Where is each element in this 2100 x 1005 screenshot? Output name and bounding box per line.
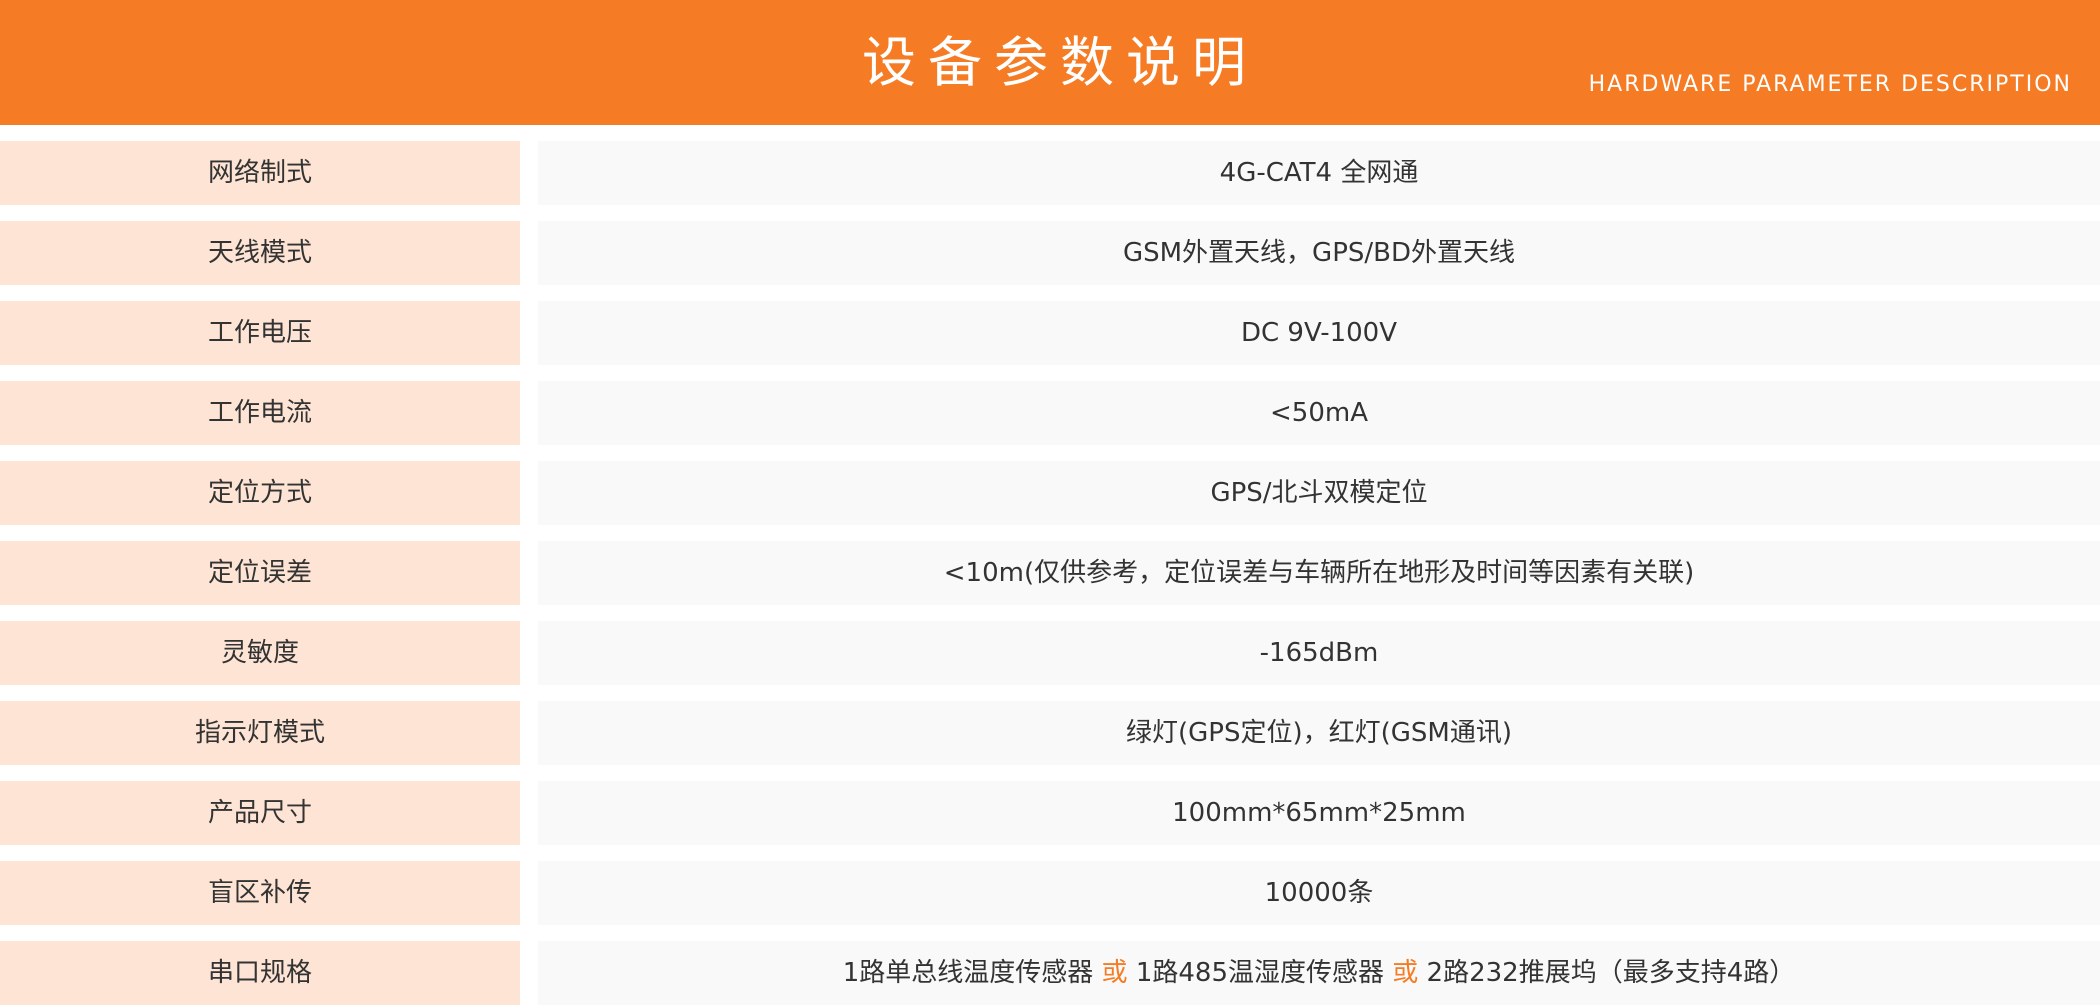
param-label: 工作电流 [0,381,520,445]
table-row: 产品尺寸 100mm*65mm*25mm [0,781,2100,845]
table-row: 指示灯模式 绿灯(GPS定位)，红灯(GSM通讯) [0,701,2100,765]
param-label: 指示灯模式 [0,701,520,765]
table-row: 串口规格 1路单总线温度传感器 或 1路485温湿度传感器 或 2路232推展坞（… [0,941,2100,1005]
table-row: 工作电流 <50mA [0,381,2100,445]
table-row: 天线模式 GSM外置天线，GPS/BD外置天线 [0,221,2100,285]
table-row: 灵敏度 -165dBm [0,621,2100,685]
param-value: GSM外置天线，GPS/BD外置天线 [538,221,2100,285]
param-value: -165dBm [538,621,2100,685]
value-part: 1路单总线温度传感器 [842,958,1102,988]
table-row: 定位误差 <10m(仅供参考，定位误差与车辆所在地形及时间等因素有关联) [0,541,2100,605]
param-value: 4G-CAT4 全网通 [538,141,2100,205]
param-value: <50mA [538,381,2100,445]
param-label: 定位误差 [0,541,520,605]
table-row: 网络制式 4G-CAT4 全网通 [0,141,2100,205]
or-highlight: 或 [1392,958,1419,988]
header-banner: 设备参数说明 HARDWARE PARAMETER DESCRIPTION [0,0,2100,125]
table-row: 定位方式 GPS/北斗双模定位 [0,461,2100,525]
param-value: <10m(仅供参考，定位误差与车辆所在地形及时间等因素有关联) [538,541,2100,605]
param-label: 串口规格 [0,941,520,1005]
param-value: 1路单总线温度传感器 或 1路485温湿度传感器 或 2路232推展坞（最多支持… [538,941,2100,1005]
table-row: 盲区补传 10000条 [0,861,2100,925]
or-highlight: 或 [1101,958,1128,988]
param-label: 网络制式 [0,141,520,205]
value-part: 2路232推展坞（最多支持4路） [1418,958,1796,988]
page-title: 设备参数说明 [862,31,1258,94]
param-value: 绿灯(GPS定位)，红灯(GSM通讯) [538,701,2100,765]
param-label: 天线模式 [0,221,520,285]
param-value: GPS/北斗双模定位 [538,461,2100,525]
param-label: 产品尺寸 [0,781,520,845]
page-subtitle: HARDWARE PARAMETER DESCRIPTION [1588,72,2072,97]
param-label: 定位方式 [0,461,520,525]
table-row: 工作电压 DC 9V-100V [0,301,2100,365]
param-label: 灵敏度 [0,621,520,685]
param-label: 盲区补传 [0,861,520,925]
param-label: 工作电压 [0,301,520,365]
param-value: DC 9V-100V [538,301,2100,365]
param-value: 100mm*65mm*25mm [538,781,2100,845]
param-value: 10000条 [538,861,2100,925]
value-part: 1路485温湿度传感器 [1127,958,1393,988]
